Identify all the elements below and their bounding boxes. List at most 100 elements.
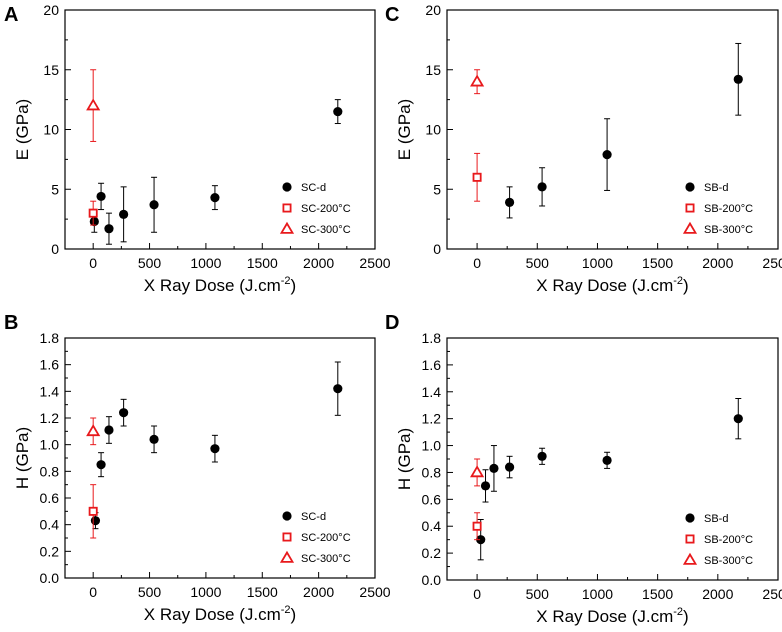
data-point (96, 191, 106, 202)
data-point (537, 182, 547, 192)
legend-marker (279, 221, 295, 234)
y-axis-label: E (GPa) (395, 99, 414, 160)
legend-label: SC-200°C (301, 532, 351, 544)
legend-label: SB-d (704, 513, 728, 525)
x-tick-label: 1000 (190, 584, 221, 600)
legend-marker (682, 221, 698, 234)
data-point (537, 451, 547, 461)
data-point (89, 216, 99, 227)
data-point (602, 455, 612, 465)
legend-marker (282, 511, 292, 521)
y-tick-label: 0.6 (40, 490, 60, 506)
panel-label: D (385, 312, 399, 334)
data-point (489, 463, 499, 474)
y-tick-label: 15 (425, 62, 441, 78)
legend-label: SB-200°C (704, 534, 753, 546)
x-tick-label: 2500 (762, 586, 782, 602)
data-point (210, 193, 220, 203)
x-tick-label: 2000 (702, 255, 733, 271)
legend-marker (682, 552, 698, 565)
y-tick-label: 1.4 (40, 383, 60, 399)
legend-marker (282, 532, 292, 542)
x-axis-label: X Ray Dose (J.cm-2) (536, 606, 688, 626)
legend-marker (685, 534, 695, 544)
x-axis-label: X Ray Dose (J.cm-2) (536, 275, 688, 295)
x-tick-label: 1000 (582, 255, 613, 271)
x-tick-label: 500 (138, 255, 162, 271)
y-tick-label: 15 (43, 62, 59, 78)
y-tick-label: 0.8 (422, 464, 442, 480)
y-tick-label: 0.2 (422, 545, 442, 561)
data-point (733, 74, 743, 84)
y-tick-label: 1.6 (422, 357, 442, 373)
panel-A: A 0 500 1000 1500 2000 2500 0 5 10 15 20 X Ray Dose… (4, 2, 391, 295)
legend-label: SB-d (704, 182, 728, 194)
legend-label: SC-d (301, 182, 326, 194)
x-tick-label: 1500 (642, 586, 673, 602)
y-axis-label: H (GPa) (395, 428, 414, 490)
x-tick-label: 1000 (582, 586, 613, 602)
x-tick-label: 0 (89, 584, 97, 600)
panel-D: D 0 500 1000 1500 2000 2500 0.0 0.2 0.4 0.6 0.8 1.0… (385, 312, 782, 626)
data-point (104, 425, 114, 435)
y-tick-label: 1.4 (422, 384, 442, 400)
data-point (149, 200, 159, 210)
panel-B: B 0 500 1000 1500 2000 2500 0.0 0.2 0.4 0.6 0.8 1.0… (4, 312, 391, 624)
y-tick-label: 0 (433, 241, 441, 257)
x-tick-label: 500 (138, 584, 162, 600)
data-point (602, 149, 612, 160)
data-point (333, 384, 343, 394)
data-point (504, 197, 515, 207)
data-point (333, 106, 343, 117)
y-tick-label: 1.0 (422, 438, 442, 454)
data-point (86, 424, 101, 437)
panel-label: C (385, 4, 399, 26)
y-tick-label: 1.8 (40, 330, 60, 346)
data-point (480, 481, 491, 491)
x-axis-label: X Ray Dose (J.cm-2) (144, 604, 296, 624)
data-point (86, 98, 101, 111)
x-tick-label: 2000 (303, 255, 334, 271)
y-tick-label: 0.8 (40, 463, 60, 479)
x-tick-label: 0 (473, 255, 481, 271)
y-tick-label: 0.0 (40, 570, 60, 586)
legend-marker (685, 203, 695, 213)
data-point (476, 535, 486, 545)
y-tick-label: 5 (433, 181, 441, 197)
x-tick-label: 1500 (247, 584, 278, 600)
data-point (88, 208, 98, 218)
data-point (733, 414, 743, 424)
legend-label: SC-d (301, 511, 326, 523)
y-tick-label: 1.0 (40, 437, 60, 453)
y-tick-label: 10 (43, 122, 59, 138)
panel-label: B (4, 312, 18, 334)
y-tick-label: 20 (43, 2, 59, 18)
x-tick-label: 1500 (642, 255, 673, 271)
x-tick-label: 500 (526, 255, 550, 271)
x-tick-label: 2500 (762, 255, 782, 271)
y-tick-label: 1.8 (422, 330, 442, 346)
data-point (470, 74, 485, 87)
x-tick-label: 2000 (303, 584, 334, 600)
legend-label: SC-300°C (301, 553, 351, 565)
x-tick-label: 0 (89, 255, 97, 271)
legend-label: SB-300°C (704, 555, 753, 567)
data-point (88, 506, 98, 516)
legend-label: SC-300°C (301, 224, 351, 236)
y-tick-label: 20 (425, 2, 441, 18)
x-tick-label: 500 (526, 586, 550, 602)
legend-marker (282, 203, 292, 213)
data-point (470, 465, 485, 478)
panel-C: C 0 500 1000 1500 2000 2500 0 5 10 15 20 X Ray Dose… (385, 2, 782, 295)
legend-marker (685, 513, 695, 523)
legend-label: SB-200°C (704, 203, 753, 215)
y-axis-label: H (GPa) (13, 427, 32, 489)
y-tick-label: 0.2 (40, 543, 60, 559)
y-tick-label: 0.4 (40, 517, 60, 533)
y-tick-label: 1.2 (422, 411, 442, 427)
data-point (90, 516, 101, 526)
y-tick-label: 1.2 (40, 410, 60, 426)
legend-marker (685, 182, 695, 192)
x-tick-label: 1000 (190, 255, 221, 271)
data-point (119, 408, 129, 418)
